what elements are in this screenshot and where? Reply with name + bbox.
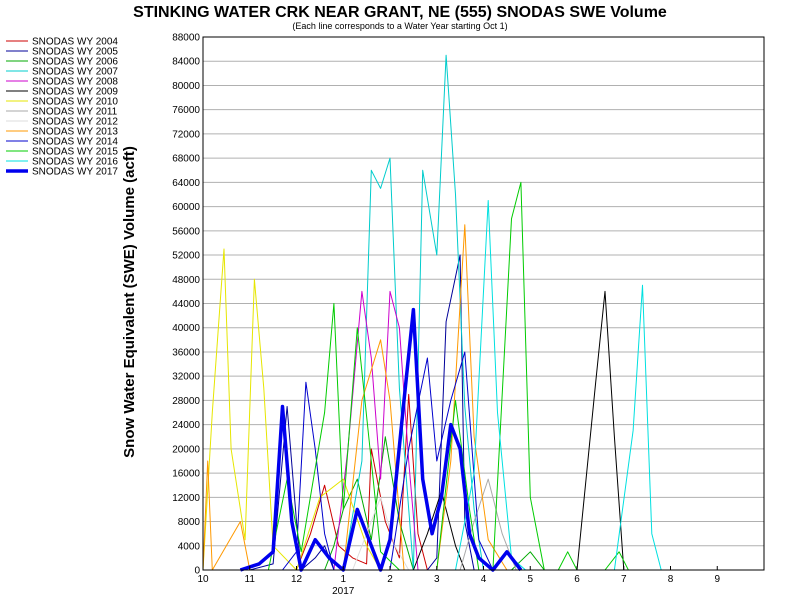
x-tick-label-11: 9 xyxy=(714,574,720,585)
x-tick-label-3: 1 xyxy=(340,574,346,585)
series-group xyxy=(202,54,662,572)
series-line-9 xyxy=(202,224,508,571)
y-tick-label-17: 68000 xyxy=(172,154,200,165)
y-tick-label-12: 48000 xyxy=(172,275,200,286)
x-tick-label-2: 12 xyxy=(291,574,303,585)
x-tick-label-6: 4 xyxy=(481,574,487,585)
y-tick-label-20: 80000 xyxy=(172,81,200,92)
legend-label-3: SNODAS WY 2007 xyxy=(32,67,118,78)
legend-label-6: SNODAS WY 2010 xyxy=(32,97,118,108)
y-tick-label-4: 16000 xyxy=(172,469,200,480)
legend-label-7: SNODAS WY 2011 xyxy=(32,107,118,118)
legend-label-1: SNODAS WY 2005 xyxy=(32,47,118,58)
y-tick-label-15: 60000 xyxy=(172,202,200,213)
x-tick-label-5: 3 xyxy=(434,574,440,585)
legend-label-13: SNODAS WY 2017 xyxy=(32,167,118,178)
y-tick-label-7: 28000 xyxy=(172,396,200,407)
legend-label-4: SNODAS WY 2008 xyxy=(32,77,118,88)
x-tick-label-9: 7 xyxy=(621,574,627,585)
series-line-6 xyxy=(202,248,382,571)
legend-label-2: SNODAS WY 2006 xyxy=(32,57,118,68)
legend-label-10: SNODAS WY 2014 xyxy=(32,137,118,148)
y-tick-label-22: 88000 xyxy=(172,33,200,44)
series-line-13 xyxy=(239,307,523,572)
x-tick-label-4: 2 xyxy=(387,574,393,585)
series-line-11 xyxy=(267,181,629,571)
x-tick-label-10: 8 xyxy=(668,574,674,585)
chart-subtitle: (Each line corresponds to a Water Year s… xyxy=(292,21,507,31)
y-tick-label-0: 0 xyxy=(194,566,200,577)
y-tick-label-13: 52000 xyxy=(172,251,200,262)
y-tick-label-5: 20000 xyxy=(172,444,200,455)
legend-label-5: SNODAS WY 2009 xyxy=(32,87,118,98)
y-tick-label-18: 72000 xyxy=(172,129,200,140)
series-line-0 xyxy=(296,393,428,571)
y-tick-label-14: 56000 xyxy=(172,226,200,237)
x-tick-label-8: 6 xyxy=(574,574,580,585)
y-tick-label-10: 40000 xyxy=(172,323,200,334)
y-tick-label-8: 32000 xyxy=(172,372,200,383)
x-tick-label-1: 11 xyxy=(245,574,256,585)
y-tick-label-6: 24000 xyxy=(172,420,200,431)
series-line-10 xyxy=(282,351,494,571)
y-tick-label-16: 64000 xyxy=(172,178,200,189)
y-tick-label-2: 8000 xyxy=(178,517,201,528)
chart-title: STINKING WATER CRK NEAR GRANT, NE (555) … xyxy=(133,4,667,21)
series-line-4 xyxy=(333,290,419,571)
y-tick-label-19: 76000 xyxy=(172,105,200,116)
legend-label-11: SNODAS WY 2015 xyxy=(32,147,118,158)
y-tick-label-1: 4000 xyxy=(178,541,201,552)
legend-label-9: SNODAS WY 2013 xyxy=(32,127,118,138)
y-axis-label: Snow Water Equivalent (SWE) Volume (acft… xyxy=(121,146,138,458)
y-tick-label-21: 84000 xyxy=(172,57,200,68)
y-tick-label-9: 36000 xyxy=(172,347,200,358)
y-tick-labels: 0 4000 8000 12000 16000 20000 24000 28000 32000 3… xyxy=(172,33,200,577)
x-tick-label-7: 5 xyxy=(527,574,533,585)
y-tick-label-3: 12000 xyxy=(172,493,200,504)
x-tick-labels: 10 11 12 1 2 3 4 5 6 7 8 9 xyxy=(197,566,720,585)
legend-label-8: SNODAS WY 2012 xyxy=(32,117,118,128)
series-line-8 xyxy=(352,496,410,571)
legend-label-0: SNODAS WY 2004 xyxy=(32,37,118,48)
x-year-label: 2017 xyxy=(332,586,355,597)
legend-label-12: SNODAS WY 2016 xyxy=(32,157,118,168)
y-tick-label-11: 44000 xyxy=(172,299,200,310)
x-tick-label-0: 10 xyxy=(197,574,209,585)
